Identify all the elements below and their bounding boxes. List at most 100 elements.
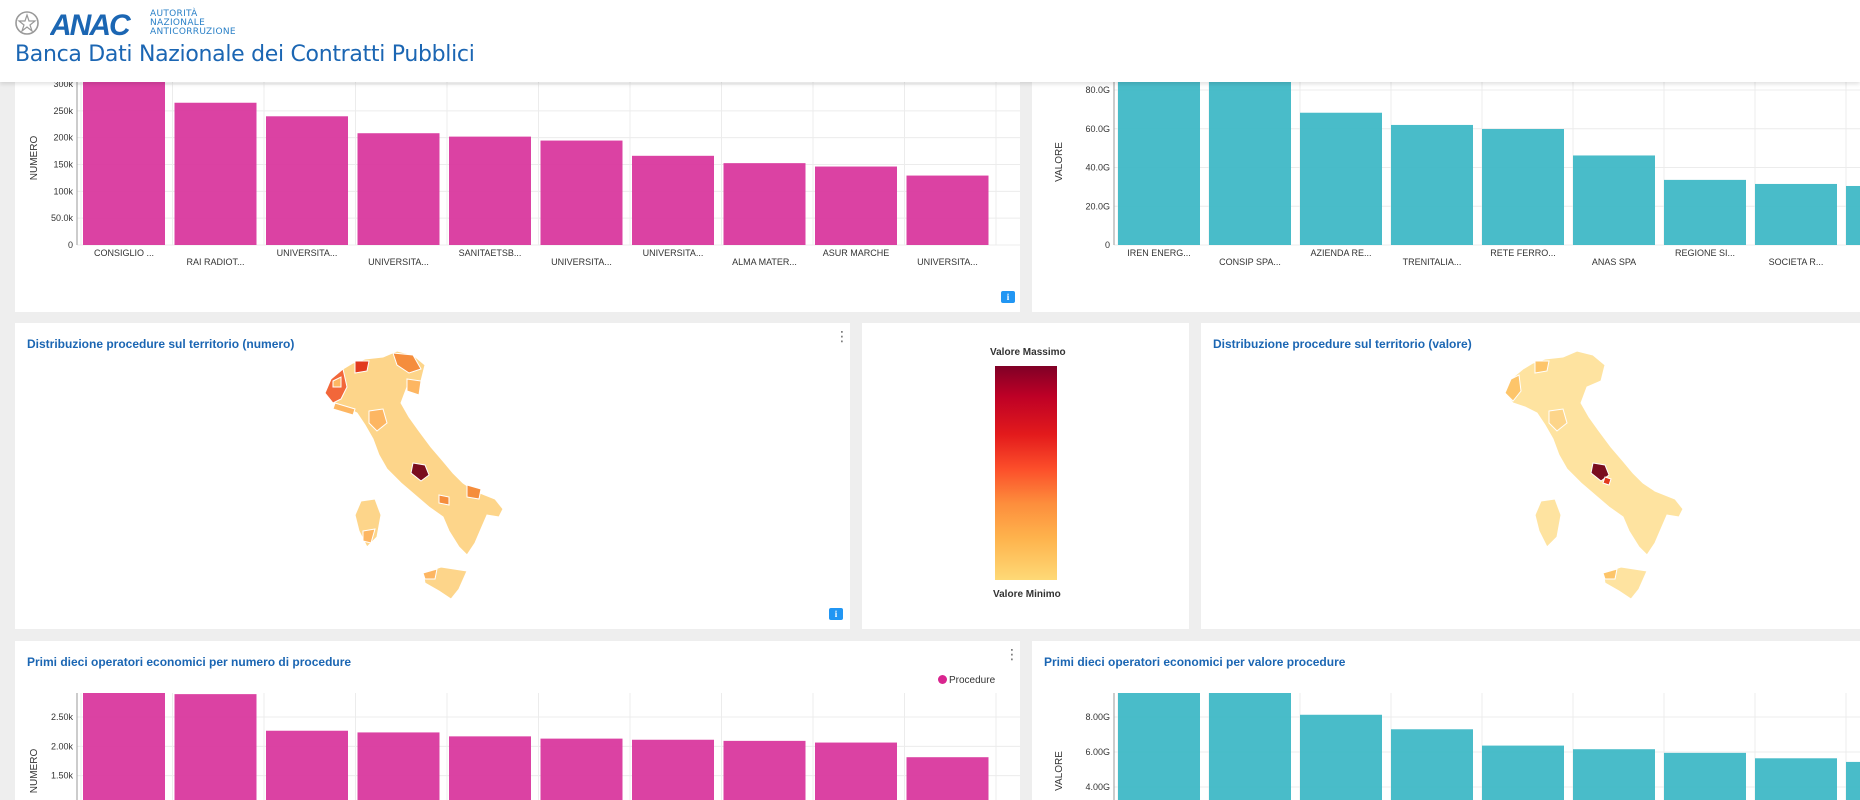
y-tick-label: 0 (1105, 240, 1110, 250)
bar[interactable] (1300, 112, 1382, 245)
bar[interactable] (1391, 729, 1473, 800)
bar[interactable] (906, 175, 989, 245)
info-button[interactable]: i (1001, 291, 1015, 303)
region-toscana (1548, 408, 1568, 432)
bar[interactable] (357, 133, 440, 245)
region-cagliari (362, 528, 376, 544)
bar[interactable] (83, 70, 165, 245)
bar-chart-number: 0 50.0k 100k 150k 200k 250k 300k NUMERO CONSIGLI… (29, 70, 1020, 267)
region-lazio-south (1602, 476, 1612, 486)
x-tick-label: ANAS SPA (1592, 257, 1636, 267)
chart-panel-bottom-left: Primi dieci operatori economici per nume… (15, 641, 1020, 800)
y-axis-label: NUMERO (29, 136, 40, 181)
bar[interactable] (632, 155, 714, 245)
y-tick-label: 300k (53, 79, 73, 89)
bar[interactable] (815, 166, 897, 245)
bar[interactable] (1573, 749, 1655, 800)
region-liguria (332, 402, 356, 416)
region-toscana (368, 408, 388, 432)
y-tick-label: 40.0G (1085, 163, 1110, 173)
y-tick-label: 2.00k (51, 741, 74, 751)
panel-title: Distribuzione procedure sul territorio (… (27, 337, 295, 351)
bar[interactable] (1846, 185, 1860, 245)
x-tick-label: ASUR MARCHE (823, 248, 890, 258)
bar[interactable] (540, 140, 623, 245)
bar[interactable] (174, 694, 257, 800)
x-tick-label: REGIONE SI... (1675, 248, 1735, 258)
map-panel-value: Distribuzione procedure sul territorio (… (1201, 323, 1860, 629)
bar[interactable] (1118, 70, 1200, 245)
x-tick-label: AZIENDA RE... (1310, 248, 1371, 258)
bar[interactable] (723, 163, 806, 245)
y-tick-label: 200k (53, 133, 73, 143)
y-axis-label: NUMERO (29, 749, 40, 794)
bar-chart-value: 0 20.0G 40.0G 60.0G 80.0G VALORE IREN ENERG...… (1054, 70, 1860, 267)
italy-map-value[interactable] (1201, 323, 1860, 629)
panel-title: Distribuzione procedure sul territorio (… (1213, 337, 1472, 351)
y-axis-label: VALORE (1054, 142, 1065, 182)
bar[interactable] (266, 730, 348, 800)
bar[interactable] (1209, 70, 1291, 245)
chart-panel-bottom-right: Primi dieci operatori economici per valo… (1032, 641, 1860, 800)
info-button[interactable]: i (829, 608, 843, 620)
x-tick-label: TRENITALIA... (1403, 257, 1462, 267)
sardegna (1534, 498, 1562, 548)
bar[interactable] (1482, 745, 1564, 800)
y-axis-label: VALORE (1054, 751, 1065, 791)
bar[interactable] (815, 742, 897, 800)
y-tick-label: 8.00G (1085, 712, 1110, 722)
x-tick-label: ALMA MATER... (732, 257, 797, 267)
x-tick-label: SOCIETA R... (1769, 257, 1824, 267)
color-scale-bar (995, 366, 1057, 580)
anac-logo[interactable]: ANAC (50, 8, 150, 40)
bar[interactable] (1209, 693, 1291, 800)
bar[interactable] (1846, 761, 1860, 800)
region-milano (1534, 360, 1550, 374)
bar[interactable] (449, 736, 531, 800)
region-palermo (1602, 568, 1618, 580)
italy-mainland (1504, 350, 1684, 556)
y-tick-label: 60.0G (1085, 124, 1110, 134)
legend-procedure[interactable]: Procedure (938, 675, 995, 686)
region-roma (410, 462, 430, 482)
region-aosta (332, 376, 342, 388)
panel-title: Primi dieci operatori economici per valo… (1044, 655, 1346, 669)
bar[interactable] (174, 102, 257, 245)
bar[interactable] (1118, 693, 1200, 800)
bar[interactable] (1664, 752, 1746, 800)
map-panel-number: Distribuzione procedure sul territorio (… (15, 323, 850, 629)
bar[interactable] (906, 757, 989, 800)
italy-map-number[interactable] (15, 323, 850, 629)
bar[interactable] (1391, 124, 1473, 245)
region-milano (354, 360, 370, 374)
bar[interactable] (1664, 179, 1746, 245)
bar[interactable] (1755, 183, 1837, 245)
x-tick-label: IREN ENERG... (1127, 248, 1191, 258)
bar[interactable] (1755, 758, 1837, 800)
scale-max-label: Valore Massimo (990, 347, 1066, 358)
bar[interactable] (723, 740, 806, 800)
bar[interactable] (266, 116, 348, 246)
region-palermo (422, 568, 438, 580)
bar[interactable] (1300, 714, 1382, 800)
x-tick-label: RAI RADIOT... (186, 257, 244, 267)
color-scale-panel: Valore Massimo Valore Minimo (862, 323, 1189, 629)
bar[interactable] (1573, 155, 1655, 245)
bar[interactable] (83, 693, 165, 800)
region-piemonte (1504, 374, 1522, 402)
bar[interactable] (1482, 129, 1564, 245)
page-title: Banca Dati Nazionale dei Contratti Pubbl… (15, 42, 475, 67)
chart-panel-top-left: 0 50.0k 100k 150k 200k 250k 300k NUMERO CONSIGLI… (15, 70, 1020, 312)
svg-text:ANAC: ANAC (50, 9, 132, 40)
sardegna (354, 498, 382, 548)
bar[interactable] (540, 738, 623, 800)
panel-title: Primi dieci operatori economici per nume… (27, 655, 352, 669)
bar[interactable] (632, 739, 714, 800)
bar[interactable] (449, 136, 531, 245)
chart-panel-top-right: 0 20.0G 40.0G 60.0G 80.0G VALORE IREN ENERG...… (1032, 70, 1860, 312)
x-tick-label: UNIVERSITA... (368, 257, 429, 267)
bar[interactable] (357, 732, 440, 800)
italian-emblem-icon (15, 11, 39, 35)
region-veneto (406, 378, 422, 396)
